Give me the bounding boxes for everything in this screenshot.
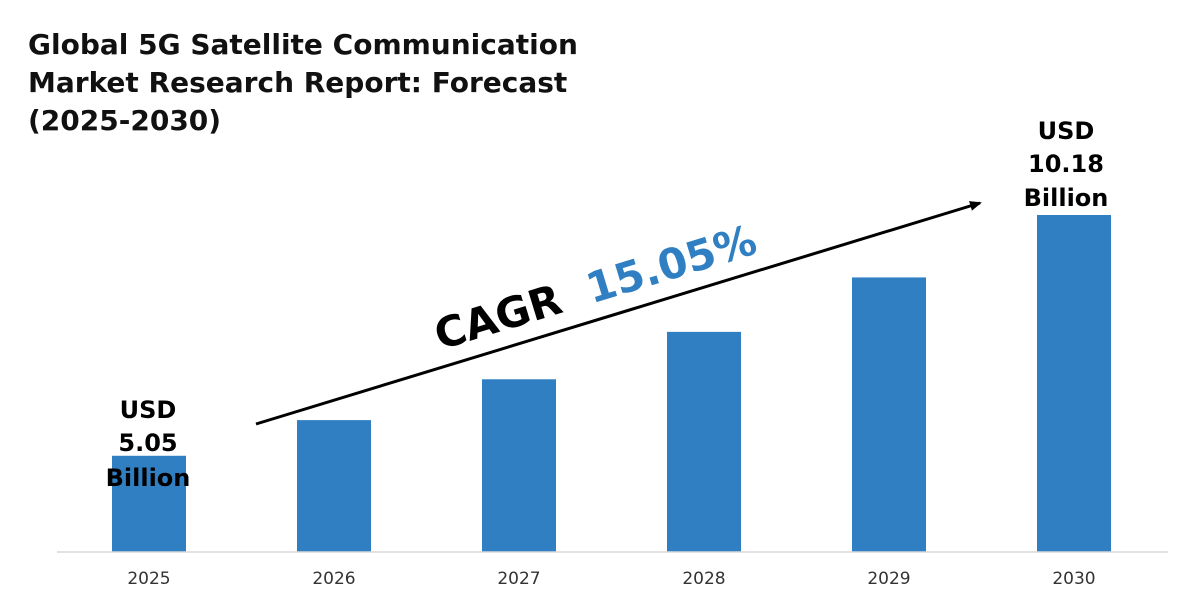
- end-value-label-line-3: Billion: [1024, 184, 1109, 212]
- x-tick-label-2030: 2030: [1052, 569, 1095, 589]
- x-tick-label-2027: 2027: [497, 569, 540, 589]
- chart-title-line-1: Global 5G Satellite Communication: [28, 28, 578, 61]
- growth-arrow: [255, 201, 982, 426]
- x-tick-label-2028: 2028: [682, 569, 725, 589]
- x-tick-label-2025: 2025: [127, 569, 170, 589]
- bar-2030: [1037, 215, 1111, 552]
- start-value-label-line-1: USD: [120, 396, 177, 424]
- chart-title: Global 5G Satellite Communication Market…: [28, 28, 578, 137]
- bar-2028: [667, 331, 741, 552]
- bar-2026: [297, 420, 371, 552]
- cagr-prefix: CAGR: [429, 275, 568, 360]
- start-value-label: USD 5.05 Billion: [106, 396, 191, 492]
- chart-title-line-3: (2025-2030): [28, 104, 221, 137]
- bar-2029: [852, 277, 926, 552]
- x-tick-label-2029: 2029: [867, 569, 910, 589]
- chart-title-line-2: Market Research Report: Forecast: [28, 66, 567, 99]
- bars-group: [112, 215, 1111, 552]
- end-value-label: USD 10.18 Billion: [1024, 117, 1109, 212]
- end-value-label-line-1: USD: [1038, 117, 1095, 145]
- bar-2027: [482, 379, 556, 552]
- end-value-label-line-2: 10.18: [1028, 150, 1104, 178]
- bar-2025: [112, 455, 186, 552]
- x-tick-label-2026: 2026: [312, 569, 355, 589]
- start-value-label-line-3: Billion: [106, 464, 191, 492]
- start-value-label-line-2: 5.05: [118, 429, 177, 457]
- x-axis-ticks: 2025 2026 2027 2028 2029 2030: [127, 569, 1095, 589]
